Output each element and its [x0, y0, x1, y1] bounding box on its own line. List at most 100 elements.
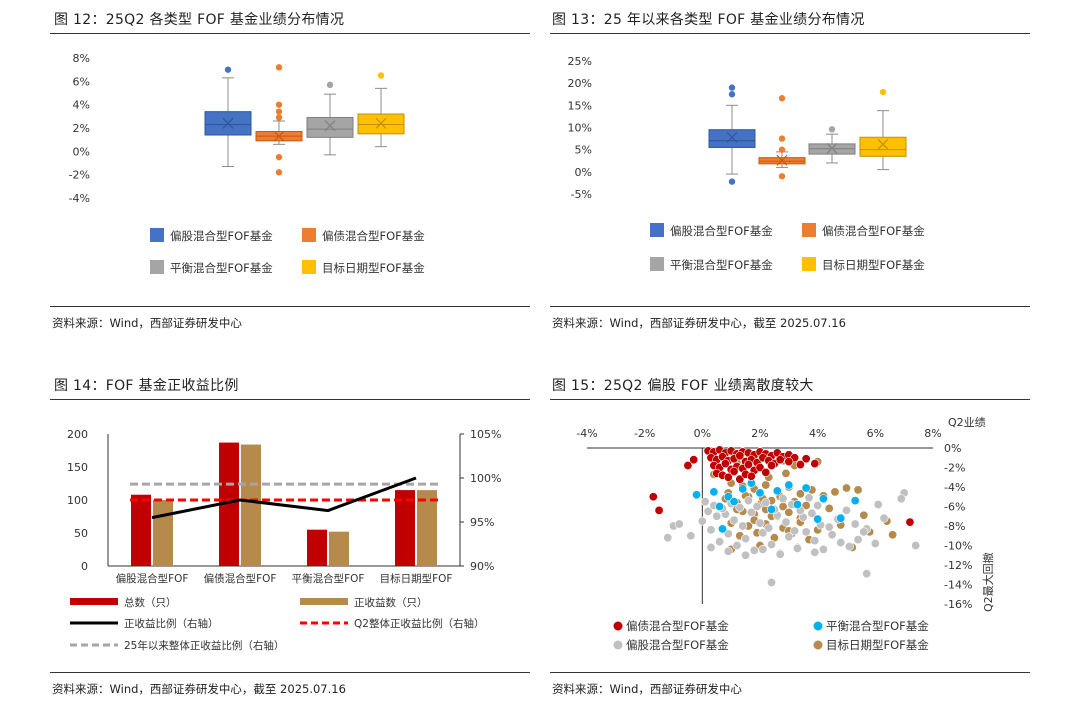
fig15-xtick-label: 0%: [694, 427, 711, 440]
fig13-mean-marker: [726, 131, 738, 143]
fig13-outlier-point: [778, 95, 786, 102]
fig15-point-equity: [700, 497, 710, 507]
fig15-point-bond: [767, 461, 777, 471]
fig13-ytick-label: 15%: [568, 99, 592, 112]
fig14-legend-label: 25年以来整体正收益比例（右轴）: [124, 639, 284, 652]
fig14-ytick-label: 100: [67, 494, 88, 507]
fig15-point-equity: [844, 541, 854, 551]
fig14-bar-total: [131, 494, 151, 566]
fig15-point-bond: [775, 455, 785, 465]
fig15-point-balanced: [772, 486, 782, 496]
fig12-ytick-label: 4%: [73, 99, 90, 112]
fig15-point-equity: [752, 502, 762, 512]
fig15-point-bond: [735, 474, 745, 484]
fig15-point-equity: [706, 525, 716, 535]
fig13-ytick-label: 10%: [568, 122, 592, 135]
fig15-point-equity: [663, 533, 673, 543]
fig12-legend-swatch: [150, 260, 164, 274]
fig14-y2tick-label: 105%: [470, 428, 501, 441]
fig13-legend-swatch: [650, 223, 664, 237]
fig15-point-equity: [873, 500, 883, 510]
fig12-ytick-label: -4%: [69, 192, 90, 205]
fig15-point-equity: [738, 521, 748, 531]
fig15-point-balanced: [792, 500, 802, 510]
fig12-outlier-point: [377, 72, 385, 79]
fig15-point-balanced: [784, 480, 794, 490]
fig12-legend-swatch: [302, 260, 316, 274]
fig13-outlier-point: [828, 126, 836, 133]
fig14-legend-swatch: [300, 598, 348, 605]
fig15-point-bond: [743, 460, 753, 470]
fig15-point-equity: [879, 513, 889, 523]
fig15-point-bond: [735, 451, 745, 461]
fig14-legend-label: 总数（只）: [124, 596, 177, 609]
fig15-point-balanced: [738, 484, 748, 494]
fig15-legend-marker: [813, 640, 823, 650]
fig15-point-balanced: [723, 492, 733, 502]
fig15-point-target-date: [761, 480, 771, 490]
fig15-xtick-label: 2%: [751, 427, 768, 440]
fig15-point-equity: [911, 541, 921, 551]
fig12-ytick-label: 2%: [73, 122, 90, 135]
fig15-point-equity: [792, 543, 802, 553]
fig15-ytick-label: -8%: [944, 520, 965, 533]
fig13-top-rule: [550, 33, 1030, 34]
fig13-ytick-label: 25%: [568, 55, 592, 68]
fig14-bar-total: [395, 490, 415, 566]
fig15-source: 资料来源：Wind，西部证券研发中心: [552, 682, 742, 696]
fig13-ytick-label: 5%: [575, 144, 592, 157]
fig13-box: [859, 136, 907, 157]
fig15-point-equity: [784, 532, 794, 542]
fig15-ytick-label: -4%: [944, 481, 965, 494]
fig15-point-bond: [729, 466, 739, 476]
fig15-point-bond: [648, 492, 658, 502]
fig14-line-positive-ratio: [151, 476, 417, 520]
fig13-ytick-label: 0%: [575, 166, 592, 179]
fig15-ytick-label: -6%: [944, 501, 965, 514]
fig15-legend-label: 目标日期型FOF基金: [826, 638, 929, 652]
fig15-point-equity: [775, 549, 785, 559]
fig13-source: 资料来源：Wind，西部证券研发中心，截至 2025.07.16: [552, 316, 846, 330]
fig15-ytick-label: -14%: [944, 579, 972, 592]
fig15-chart: -4% -2% 0% 2% 4% 6% 8%0%-2%-4%-6%-8%-10%-12%-1…: [576, 416, 995, 652]
fig15-point-equity: [686, 531, 696, 541]
fig15-point-target-date: [859, 510, 869, 520]
fig14-chart: 0 50 100 150 200 90% 95% 100% 105% 偏股混合型FOF 偏债混合型F…: [67, 428, 501, 652]
fig13-legend-swatch: [802, 257, 816, 271]
fig14-bar-total: [219, 442, 239, 566]
fig12-legend-label: 偏股混合型FOF基金: [170, 229, 273, 243]
fig15-point-equity: [723, 546, 733, 556]
fig15-point-equity: [674, 519, 684, 529]
fig15-xtick-label: 4%: [809, 427, 826, 440]
fig13-ytick-label: -5%: [571, 188, 592, 201]
fig15-point-balanced: [850, 496, 860, 506]
fig12-outlier-point: [275, 169, 283, 176]
fig15-point-equity: [729, 515, 739, 525]
fig12-outlier-point: [275, 64, 283, 71]
fig15-point-equity: [755, 518, 765, 528]
fig15-xtick-label: -4%: [576, 427, 597, 440]
fig15-point-equity: [741, 534, 751, 544]
fig13-outlier-point: [778, 146, 786, 153]
fig15-top-rule: [550, 399, 1030, 400]
fig15-legend-label: 偏债混合型FOF基金: [626, 619, 729, 633]
fig13-mean-marker: [826, 142, 838, 154]
fig15-point-equity: [810, 547, 820, 557]
fig12-legend-label: 偏债混合型FOF基金: [322, 229, 425, 243]
fig15-point-equity: [712, 511, 722, 521]
fig14-ytick-label: 150: [67, 461, 88, 474]
fig15-point-equity: [810, 536, 820, 546]
fig12-top-rule: [50, 33, 530, 34]
fig14-bar-positive: [329, 531, 349, 566]
fig15-xtick-label: 6%: [867, 427, 884, 440]
fig12-ytick-label: 0%: [73, 145, 90, 158]
fig15-point-equity: [758, 544, 768, 554]
fig12-outlier-point: [275, 101, 283, 108]
fig14-y2tick-label: 90%: [470, 560, 494, 573]
fig15-point-bond: [801, 454, 811, 464]
fig15-point-equity: [703, 506, 713, 516]
fig14-category-label: 目标日期型FOF: [380, 572, 453, 585]
fig12-ytick-label: 6%: [73, 75, 90, 88]
fig15-point-bond: [746, 471, 756, 481]
fig15-point-balanced: [715, 502, 725, 512]
